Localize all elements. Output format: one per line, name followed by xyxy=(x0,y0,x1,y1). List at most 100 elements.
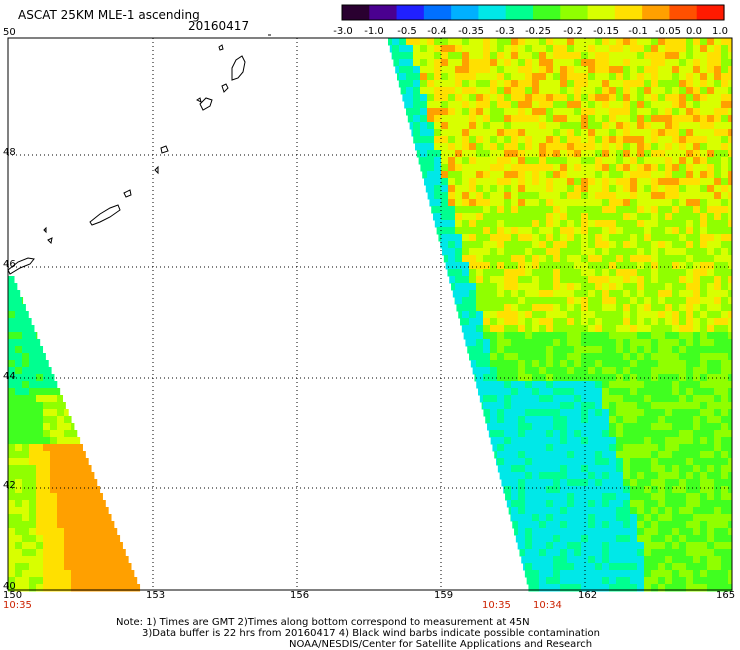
swath-pixel xyxy=(700,101,708,109)
swath-pixel xyxy=(616,269,624,277)
swath-pixel xyxy=(71,514,79,522)
swath-pixel xyxy=(567,206,575,214)
swath-pixel xyxy=(637,332,645,340)
swath-pixel xyxy=(85,451,86,459)
swath-pixel xyxy=(57,542,65,550)
swath-pixel xyxy=(630,108,638,116)
swath-pixel xyxy=(29,500,37,508)
swath-pixel xyxy=(560,129,568,137)
swath-pixel xyxy=(616,416,624,424)
swath-pixel xyxy=(476,59,484,67)
swath-pixel xyxy=(420,38,428,46)
swath-pixel xyxy=(588,374,596,382)
swath-pixel xyxy=(665,304,673,312)
swath-pixel xyxy=(630,80,638,88)
swath-pixel xyxy=(71,437,79,445)
swath-pixel xyxy=(546,332,554,340)
swath-pixel xyxy=(679,374,687,382)
swath-pixel xyxy=(665,248,673,256)
swath-pixel xyxy=(553,52,561,60)
swath-pixel xyxy=(448,129,456,137)
swath-pixel xyxy=(672,171,680,179)
swath-pixel xyxy=(22,430,30,438)
swath-pixel xyxy=(693,465,701,473)
swath-pixel xyxy=(700,220,708,228)
swath-pixel xyxy=(85,493,93,501)
swath-pixel xyxy=(518,395,526,403)
swath-pixel xyxy=(672,213,680,221)
swath-pixel xyxy=(511,381,519,389)
swath-pixel xyxy=(714,325,722,333)
swath-pixel xyxy=(8,458,16,466)
swath-pixel xyxy=(532,108,540,116)
swath-pixel xyxy=(721,143,729,151)
swath-pixel xyxy=(36,332,38,340)
swath-pixel xyxy=(560,52,568,60)
swath-pixel xyxy=(455,276,463,284)
swath-pixel xyxy=(441,234,449,242)
swath-pixel xyxy=(637,521,645,529)
swath-pixel xyxy=(504,346,512,354)
swath-pixel xyxy=(595,521,603,529)
swath-pixel xyxy=(728,535,733,543)
swath-pixel xyxy=(532,388,540,396)
swath-pixel xyxy=(567,52,575,60)
swath-pixel xyxy=(588,276,596,284)
swath-pixel xyxy=(686,430,694,438)
swath-pixel xyxy=(700,59,708,67)
swath-pixel xyxy=(658,59,666,67)
swath-pixel xyxy=(665,241,673,249)
swath-pixel xyxy=(658,465,666,473)
swath-pixel xyxy=(8,304,16,312)
swath-pixel xyxy=(455,185,463,193)
swath-pixel xyxy=(15,409,23,417)
swath-pixel xyxy=(728,87,733,95)
swath-pixel xyxy=(22,325,30,333)
swath-pixel xyxy=(553,164,561,172)
swath-pixel xyxy=(441,80,449,88)
swath-pixel xyxy=(588,556,596,564)
swath-pixel xyxy=(637,451,645,459)
swath-pixel xyxy=(532,444,540,452)
swath-pixel xyxy=(422,171,430,179)
swath-pixel xyxy=(455,178,463,186)
swath-pixel xyxy=(413,66,421,74)
swath-pixel xyxy=(602,409,610,417)
swath-pixel xyxy=(532,423,540,431)
swath-pixel xyxy=(567,479,575,487)
swath-pixel xyxy=(22,360,30,368)
swath-pixel xyxy=(609,227,617,235)
swath-pixel xyxy=(707,283,715,291)
swath-pixel xyxy=(728,94,733,102)
colorbar-tick-label: 0.0 xyxy=(686,26,702,37)
swath-pixel xyxy=(637,66,645,74)
swath-pixel xyxy=(665,157,673,165)
swath-pixel xyxy=(525,549,533,557)
swath-pixel xyxy=(441,115,449,123)
swath-pixel xyxy=(22,367,30,375)
swath-pixel xyxy=(574,136,582,144)
swath-pixel xyxy=(462,115,470,123)
swath-pixel xyxy=(679,45,687,53)
swath-pixel xyxy=(78,437,81,445)
swath-pixel xyxy=(490,101,498,109)
swath-pixel xyxy=(567,542,575,550)
swath-pixel xyxy=(22,381,30,389)
swath-pixel xyxy=(504,59,512,67)
swath-pixel xyxy=(106,563,114,571)
swath-pixel xyxy=(588,465,596,473)
swath-pixel xyxy=(658,416,666,424)
swath-pixel xyxy=(588,500,596,508)
swath-pixel xyxy=(476,269,484,277)
swath-pixel xyxy=(637,465,645,473)
swath-pixel xyxy=(476,94,484,102)
swath-pixel xyxy=(497,458,505,466)
swath-pixel xyxy=(71,570,79,578)
swath-pixel xyxy=(567,171,575,179)
swath-pixel xyxy=(665,339,673,347)
swath-pixel xyxy=(399,45,407,53)
note-line-3: NOAA/NESDIS/Center for Satellite Applica… xyxy=(289,639,593,650)
swath-pixel xyxy=(602,528,610,536)
swath-pixel xyxy=(574,570,582,578)
swath-pixel xyxy=(637,45,645,53)
